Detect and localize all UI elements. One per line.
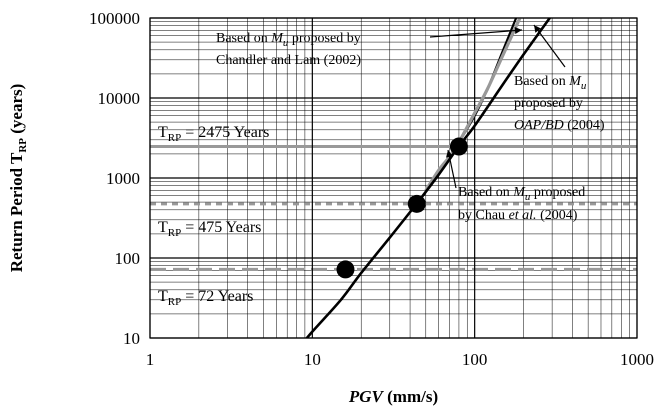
arrowhead — [534, 25, 541, 33]
y-tick-labels: 10 100 1000 10000 100000 — [89, 9, 140, 348]
annotation-line: proposed by — [514, 96, 583, 111]
reference-line-label: TRP = 72 Years — [158, 288, 253, 308]
series-line — [424, 18, 522, 192]
reference-line-label: TRP = 475 Years — [158, 219, 261, 239]
plot-frame — [149, 17, 638, 339]
arrowhead — [514, 27, 522, 35]
reference-lines — [150, 145, 637, 271]
y-tick-label: 100000 — [89, 9, 140, 28]
x-tick-label: 100 — [462, 350, 488, 369]
annotation-line: Based on Mu — [514, 74, 587, 92]
x-tick-label: 1 — [146, 350, 155, 369]
data-point — [449, 137, 468, 156]
reference-line-label: TRP = 2475 Years — [158, 124, 269, 144]
reference-line-labels: TRP = 2475 Years TRP = 475 Years TRP = 72 … — [158, 124, 269, 308]
data-point — [407, 194, 426, 213]
x-tick-label: 10 — [304, 350, 321, 369]
annotation-line: Based on Mu proposed — [458, 185, 585, 203]
y-tick-label: 1000 — [106, 169, 140, 188]
data-curves — [305, 18, 552, 338]
annotation-line: by Chau et al. (2004) — [458, 208, 578, 223]
y-tick-label: 10000 — [98, 89, 141, 108]
data-markers — [336, 137, 468, 279]
y-tick-label: 10 — [123, 329, 140, 348]
series-line — [305, 18, 552, 338]
x-tick-label: 1000 — [620, 350, 654, 369]
data-point — [336, 260, 355, 279]
series-line — [424, 18, 518, 191]
annotation-line: OAP/BD (2004) — [514, 118, 605, 133]
annotation-leader — [533, 24, 566, 68]
x-axis-title: PGV (mm/s) — [348, 387, 438, 406]
curve-annotations: Based on Mu proposed by Chandler and Lam … — [216, 24, 605, 223]
y-axis-title: Return Period TRP (years) — [7, 84, 29, 273]
arrowhead — [446, 150, 453, 158]
x-tick-labels: 1 10 100 1000 — [146, 350, 654, 369]
annotation-line: Based on Mu proposed by — [216, 31, 361, 49]
annotation-leader — [429, 29, 523, 38]
annotation-line: Chandler and Lam (2002) — [216, 53, 361, 68]
y-tick-label: 100 — [115, 249, 141, 268]
